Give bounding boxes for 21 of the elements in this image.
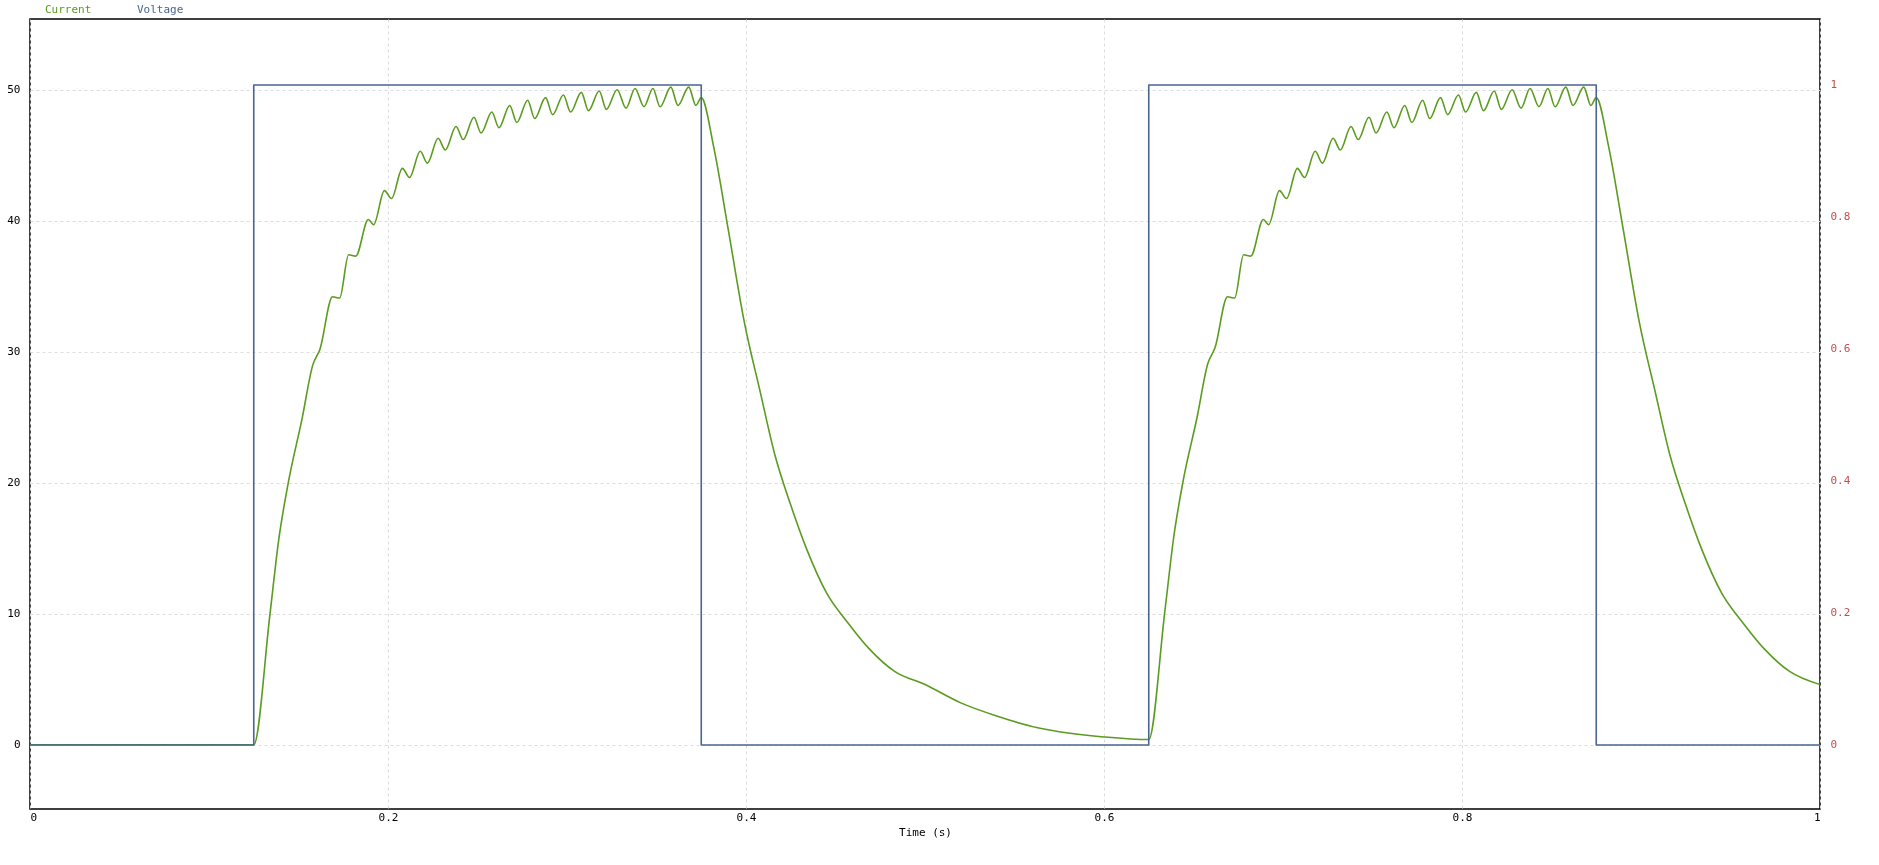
- y-tick-label: 40: [7, 214, 21, 228]
- text: Current: [45, 2, 92, 16]
- y2-tick-label: 1: [1830, 78, 1838, 92]
- x-tick-label: 0.2: [378, 810, 399, 824]
- y2-tick-label: 0.2: [1830, 606, 1851, 620]
- x-tick-label: 0.6: [1094, 810, 1115, 824]
- y2-tick-label: 0.6: [1830, 342, 1851, 356]
- y-tick-label: 30: [7, 345, 21, 359]
- y-tick-label: 50: [7, 83, 21, 97]
- x-axis-title: Time (s): [899, 825, 952, 839]
- x-tick-label: 0: [30, 810, 38, 824]
- y-tick-label: 20: [7, 476, 21, 490]
- y2-tick-label: 0.8: [1830, 210, 1851, 224]
- text: Voltage: [137, 2, 184, 16]
- y-tick-label: 10: [7, 607, 21, 621]
- x-tick-label: 0.4: [736, 810, 757, 824]
- y2-tick-label: 0: [1830, 738, 1838, 752]
- y2-tick-label: 0.4: [1830, 474, 1851, 488]
- x-tick-label: 1: [1813, 810, 1821, 824]
- y-tick-label: 0: [13, 738, 21, 752]
- x-tick-label: 0.8: [1452, 810, 1473, 824]
